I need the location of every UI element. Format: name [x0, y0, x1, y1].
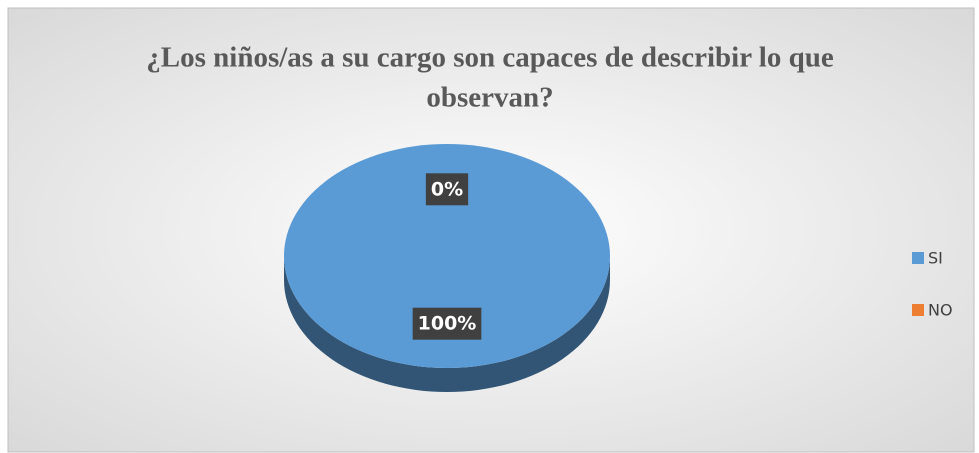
pie-slice	[284, 144, 610, 368]
legend-label: SI	[928, 249, 943, 268]
legend-swatch	[912, 304, 924, 316]
data-label-box	[412, 307, 482, 340]
chart-title: ¿Los niños/as a su cargo son capaces de …	[146, 42, 834, 74]
pie-slice-side	[284, 256, 610, 392]
data-label: 0%	[431, 178, 463, 200]
data-label-box	[425, 173, 469, 206]
legend-swatch	[912, 252, 924, 264]
chart-title: observan?	[426, 82, 553, 114]
legend-label: NO	[928, 301, 953, 320]
data-label: 100%	[418, 313, 477, 335]
